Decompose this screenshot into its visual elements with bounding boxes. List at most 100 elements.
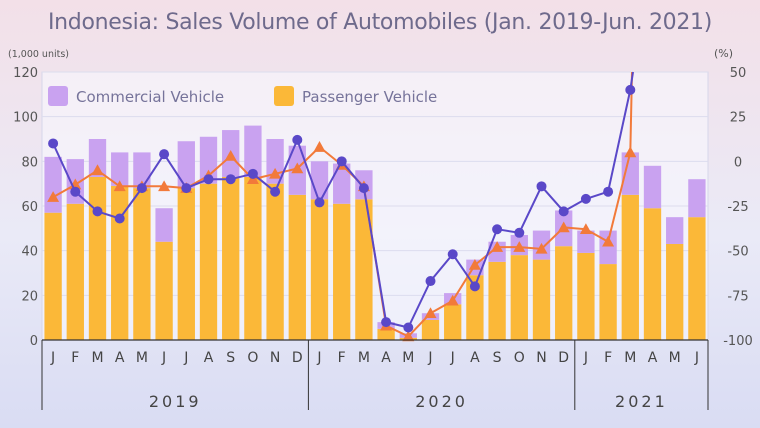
bar-passenger bbox=[111, 185, 129, 340]
left-tick-label: 20 bbox=[21, 289, 38, 304]
month-label: J bbox=[183, 350, 188, 366]
bar-commercial bbox=[88, 139, 107, 177]
month-label: M bbox=[624, 350, 636, 366]
month-label: O bbox=[514, 350, 525, 366]
marker-circle bbox=[603, 186, 614, 197]
marker-circle bbox=[381, 317, 392, 328]
marker-circle bbox=[336, 156, 347, 167]
marker-circle bbox=[203, 174, 214, 185]
bar-passenger bbox=[666, 243, 684, 340]
bar-passenger bbox=[66, 203, 84, 340]
bar-passenger bbox=[643, 208, 662, 340]
marker-circle bbox=[425, 276, 436, 287]
bar-passenger bbox=[155, 241, 173, 340]
month-label: S bbox=[226, 350, 235, 366]
right-tick-label: -75 bbox=[727, 289, 748, 304]
chart-title: Indonesia: Sales Volume of Automobiles (… bbox=[47, 10, 713, 35]
marker-triangle bbox=[158, 180, 171, 192]
bar-passenger bbox=[377, 328, 395, 340]
marker-circle bbox=[514, 227, 525, 238]
month-label: D bbox=[558, 350, 569, 366]
marker-circle bbox=[48, 138, 59, 149]
right-tick-label: -50 bbox=[727, 245, 748, 260]
marker-circle bbox=[247, 168, 258, 179]
month-label: A bbox=[115, 350, 125, 366]
bar-passenger bbox=[532, 259, 551, 340]
left-tick-label: 0 bbox=[30, 334, 38, 349]
marker-triangle bbox=[624, 146, 637, 158]
marker-circle bbox=[469, 281, 480, 292]
marker-circle bbox=[270, 186, 281, 197]
left-tick-label: 100 bbox=[13, 111, 38, 126]
bar-passenger bbox=[310, 199, 329, 340]
bar-commercial bbox=[621, 152, 639, 195]
marker-triangle bbox=[557, 221, 570, 233]
marker-circle bbox=[225, 174, 236, 185]
month-label: A bbox=[648, 350, 658, 366]
bar-passenger bbox=[44, 212, 62, 340]
bar-commercial bbox=[577, 230, 595, 253]
month-label: J bbox=[694, 350, 699, 366]
year-label: 2020 bbox=[415, 392, 468, 411]
bars-layer bbox=[44, 125, 706, 340]
month-label: D bbox=[292, 350, 303, 366]
bar-passenger bbox=[599, 264, 617, 340]
bar-passenger bbox=[133, 188, 151, 340]
marker-circle bbox=[403, 322, 414, 333]
marker-triangle bbox=[224, 149, 237, 161]
bar-passenger bbox=[244, 176, 262, 340]
right-tick-label: 0 bbox=[734, 155, 742, 170]
month-label: M bbox=[402, 350, 414, 366]
marker-triangle bbox=[424, 307, 437, 318]
legend-swatch-passenger bbox=[274, 86, 294, 106]
bar-commercial bbox=[133, 152, 151, 189]
marker-triangle bbox=[113, 180, 126, 192]
marker-triangle bbox=[468, 258, 481, 270]
month-label: M bbox=[669, 350, 681, 366]
bar-commercial bbox=[155, 208, 173, 242]
marker-circle bbox=[492, 224, 503, 235]
month-label: S bbox=[493, 350, 502, 366]
bar-passenger bbox=[288, 194, 306, 340]
marker-triangle bbox=[313, 141, 326, 152]
left-axis-unit: (1,000 units) bbox=[8, 49, 69, 60]
right-axis-unit: (%) bbox=[714, 47, 733, 60]
marker-triangle bbox=[91, 164, 104, 176]
right-tick-label: 50 bbox=[730, 66, 747, 81]
marker-circle bbox=[159, 149, 170, 160]
marker-triangle bbox=[402, 330, 415, 342]
marker-circle bbox=[580, 193, 591, 204]
left-tick-label: 60 bbox=[21, 200, 38, 215]
month-label: F bbox=[338, 350, 346, 366]
bar-passenger bbox=[510, 255, 528, 340]
legend-label-commercial: Commercial Vehicle bbox=[76, 88, 224, 106]
month-label: J bbox=[316, 350, 321, 366]
marker-circle bbox=[558, 206, 569, 217]
marker-circle bbox=[292, 134, 303, 145]
marker-circle bbox=[114, 213, 125, 224]
marker-triangle bbox=[47, 191, 60, 202]
lines-layer bbox=[47, 71, 637, 342]
month-label: J bbox=[50, 350, 55, 366]
marker-triangle bbox=[513, 241, 526, 252]
marker-circle bbox=[92, 206, 103, 217]
month-label: J bbox=[427, 350, 432, 366]
year-label: 2021 bbox=[615, 392, 668, 411]
marker-triangle bbox=[446, 294, 459, 306]
bar-commercial bbox=[333, 163, 351, 204]
marker-circle bbox=[358, 183, 369, 194]
marker-triangle bbox=[491, 241, 504, 252]
marker-circle bbox=[447, 249, 458, 260]
month-label: M bbox=[136, 350, 148, 366]
bar-passenger bbox=[222, 176, 240, 340]
legend-swatch-commercial bbox=[48, 86, 68, 106]
bar-commercial bbox=[111, 152, 129, 186]
marker-circle bbox=[136, 183, 147, 194]
bar-passenger bbox=[421, 319, 440, 340]
bar-passenger bbox=[577, 252, 595, 340]
marker-triangle bbox=[602, 235, 615, 247]
legend-label-passenger: Passenger Vehicle bbox=[302, 88, 437, 106]
marker-triangle bbox=[535, 242, 548, 254]
bar-commercial bbox=[44, 156, 62, 213]
